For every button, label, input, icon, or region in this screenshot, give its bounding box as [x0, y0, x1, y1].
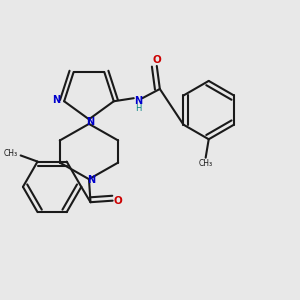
Text: O: O [114, 196, 122, 206]
Text: N: N [86, 117, 94, 127]
Text: CH₃: CH₃ [199, 159, 213, 168]
Text: N: N [87, 176, 95, 185]
Text: CH₃: CH₃ [4, 149, 18, 158]
Text: H: H [135, 103, 142, 112]
Text: N: N [52, 95, 61, 105]
Text: O: O [152, 56, 161, 65]
Text: N: N [134, 96, 142, 106]
